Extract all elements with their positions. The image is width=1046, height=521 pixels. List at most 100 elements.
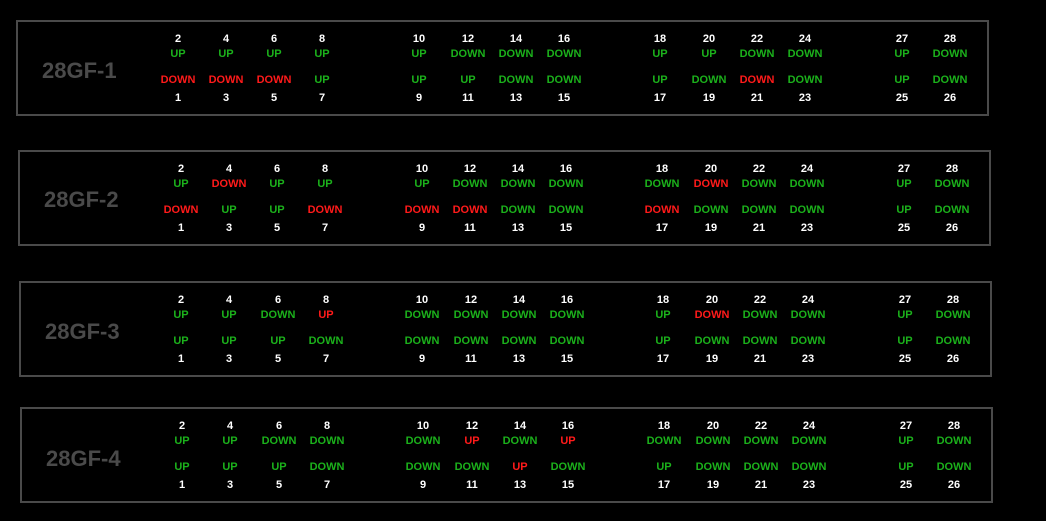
port-status: DOWN xyxy=(646,435,682,447)
port-number: 18 xyxy=(657,420,671,432)
port-status: UP xyxy=(701,48,717,60)
port-number: 21 xyxy=(753,353,767,365)
port-status: DOWN xyxy=(501,335,537,347)
port-number: 25 xyxy=(897,222,911,234)
port-status: UP xyxy=(411,48,427,60)
port-number: 10 xyxy=(416,420,430,432)
port-status: DOWN xyxy=(932,48,968,60)
port-status: UP xyxy=(898,461,914,473)
port-number: 15 xyxy=(561,479,575,491)
port-number: 9 xyxy=(418,353,426,365)
port-number: 2 xyxy=(178,420,186,432)
switch-name: 28GF-1 xyxy=(42,58,117,83)
port-status: UP xyxy=(512,461,528,473)
port-status: DOWN xyxy=(454,461,490,473)
port-number: 1 xyxy=(177,222,185,234)
port-status: UP xyxy=(318,309,334,321)
port-number: 17 xyxy=(656,353,670,365)
port-number: 17 xyxy=(655,222,669,234)
port-status: UP xyxy=(173,309,189,321)
port-number: 10 xyxy=(412,33,426,45)
port-status: UP xyxy=(173,178,189,190)
port-number: 9 xyxy=(419,479,427,491)
port-status: UP xyxy=(655,335,671,347)
switch-panel: 28GF-4 xyxy=(20,407,993,503)
port-number: 21 xyxy=(754,479,768,491)
port-status: DOWN xyxy=(934,178,970,190)
port-status: DOWN xyxy=(450,48,486,60)
switch-name: 28GF-3 xyxy=(45,319,120,344)
port-status: DOWN xyxy=(739,74,775,86)
port-number: 5 xyxy=(270,92,278,104)
port-number: 6 xyxy=(273,163,281,175)
port-number: 24 xyxy=(802,420,816,432)
port-status: DOWN xyxy=(791,435,827,447)
port-status: DOWN xyxy=(694,309,730,321)
port-number: 21 xyxy=(750,92,764,104)
port-status: DOWN xyxy=(789,204,825,216)
port-number: 1 xyxy=(178,479,186,491)
port-status: DOWN xyxy=(546,48,582,60)
port-number: 13 xyxy=(509,92,523,104)
port-number: 26 xyxy=(945,222,959,234)
port-number: 6 xyxy=(274,294,282,306)
port-status: DOWN xyxy=(695,461,731,473)
port-number: 2 xyxy=(177,294,185,306)
port-number: 13 xyxy=(511,222,525,234)
port-status: UP xyxy=(652,48,668,60)
port-status: DOWN xyxy=(549,309,585,321)
port-status: DOWN xyxy=(790,309,826,321)
port-status: UP xyxy=(170,48,186,60)
port-status: DOWN xyxy=(791,461,827,473)
port-status: UP xyxy=(894,74,910,86)
port-status: UP xyxy=(894,48,910,60)
port-number: 26 xyxy=(947,479,961,491)
port-number: 12 xyxy=(461,33,475,45)
port-status: UP xyxy=(222,435,238,447)
port-number: 16 xyxy=(560,294,574,306)
port-status: DOWN xyxy=(644,204,680,216)
port-number: 27 xyxy=(898,294,912,306)
port-status: DOWN xyxy=(452,178,488,190)
port-status: DOWN xyxy=(309,435,345,447)
port-status: DOWN xyxy=(160,74,196,86)
port-number: 23 xyxy=(801,353,815,365)
port-number: 4 xyxy=(225,163,233,175)
port-status: DOWN xyxy=(546,74,582,86)
port-status: UP xyxy=(218,48,234,60)
port-number: 3 xyxy=(222,92,230,104)
port-number: 24 xyxy=(798,33,812,45)
port-number: 18 xyxy=(653,33,667,45)
port-number: 4 xyxy=(225,294,233,306)
port-number: 14 xyxy=(512,294,526,306)
port-number: 14 xyxy=(513,420,527,432)
port-number: 12 xyxy=(464,294,478,306)
port-number: 19 xyxy=(702,92,716,104)
port-number: 18 xyxy=(655,163,669,175)
port-number: 6 xyxy=(275,420,283,432)
port-number: 23 xyxy=(798,92,812,104)
port-number: 10 xyxy=(415,163,429,175)
port-number: 22 xyxy=(754,420,768,432)
port-number: 3 xyxy=(225,353,233,365)
port-status: UP xyxy=(221,335,237,347)
switch-name: 28GF-4 xyxy=(46,446,121,471)
port-number: 20 xyxy=(706,420,720,432)
port-status: DOWN xyxy=(742,309,778,321)
port-number: 9 xyxy=(418,222,426,234)
port-status: DOWN xyxy=(307,204,343,216)
port-status: UP xyxy=(896,204,912,216)
port-status: DOWN xyxy=(452,204,488,216)
port-status: DOWN xyxy=(790,335,826,347)
port-status: DOWN xyxy=(742,335,778,347)
port-number: 2 xyxy=(177,163,185,175)
port-number: 2 xyxy=(174,33,182,45)
port-number: 28 xyxy=(946,294,960,306)
port-status: DOWN xyxy=(741,204,777,216)
port-number: 16 xyxy=(557,33,571,45)
port-status: DOWN xyxy=(549,335,585,347)
switch-name: 28GF-2 xyxy=(44,187,119,212)
port-status: DOWN xyxy=(211,178,247,190)
port-number: 25 xyxy=(899,479,913,491)
port-number: 9 xyxy=(415,92,423,104)
